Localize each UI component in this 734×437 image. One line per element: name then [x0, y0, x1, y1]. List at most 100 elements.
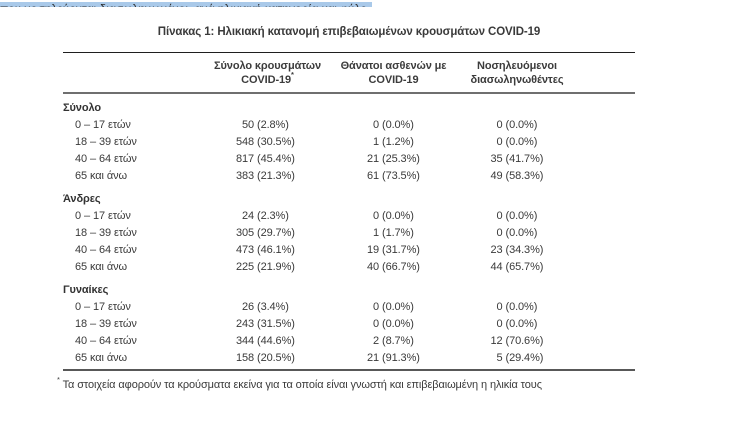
- count-value: 24: [241, 210, 254, 222]
- percent-value: (20.5%): [257, 352, 295, 364]
- percent-value: (0.0%): [505, 136, 538, 148]
- deaths-cell: 21 (25.3%): [350, 151, 437, 168]
- count-value: 0: [496, 301, 503, 313]
- count-value: 49: [490, 170, 503, 182]
- count-value: 61: [366, 170, 379, 182]
- table-row: 65 και άνω 383 (21.3%) 61 (73.5%) 49 (58.3%): [63, 168, 635, 185]
- age-group-label: 65 και άνω: [75, 352, 127, 364]
- intubated-cell: 0 (0.0%): [437, 117, 597, 134]
- deaths-cell: 40 (66.7%): [350, 259, 437, 276]
- section-label: Γυναίκες: [63, 284, 109, 296]
- intubated-cell: 49 (58.3%): [437, 168, 597, 185]
- count-value: 0: [496, 136, 503, 148]
- percent-value: (58.3%): [505, 170, 544, 182]
- table-footnote: * Τα στοιχεία αφορούν τα κρούσματα εκείν…: [57, 371, 635, 391]
- selected-text: που νοσηλεύονται διασωληνωμένοι, ανά ηλι…: [0, 2, 373, 7]
- count-value: 23: [490, 244, 503, 256]
- cases-cell: 473 (46.1%): [185, 242, 350, 259]
- footnote-text: Τα στοιχεία αφορούν τα κρούσματα εκείνα …: [62, 379, 542, 391]
- count-value: 0: [496, 119, 503, 131]
- count-value: 5: [496, 352, 503, 364]
- table-row: 18 – 39 ετών 548 (30.5%) 1 (1.2%) 0 (0.0%): [63, 134, 635, 151]
- age-group-label: 65 και άνω: [75, 170, 127, 182]
- percent-value: (0.0%): [382, 210, 414, 222]
- table-row: 40 – 64 ετών 344 (44.6%) 2 (8.7%) 12 (70.6%): [63, 333, 635, 350]
- percent-value: (46.1%): [257, 244, 295, 256]
- intubated-cell: 0 (0.0%): [437, 208, 597, 225]
- percent-value: (31.5%): [257, 318, 295, 330]
- selected-text-fragment: που νοσηλεύονται διασωληνωμένοι, ανά ηλι…: [0, 0, 734, 7]
- covid-age-distribution-table: Σύνολο κρουσμάτων COVID-19* Θάνατοι ασθε…: [57, 52, 635, 391]
- column-header-total-cases: Σύνολο κρουσμάτων COVID-19*: [214, 60, 321, 86]
- cases-cell: 158 (20.5%): [185, 350, 350, 367]
- footnote-marker: *: [57, 375, 60, 384]
- deaths-cell: 0 (0.0%): [350, 117, 437, 134]
- table-row: 65 και άνω 225 (21.9%) 40 (66.7%) 44 (65.7%): [63, 259, 635, 276]
- age-group-label: 40 – 64 ετών: [75, 335, 137, 347]
- deaths-cell: 21 (91.3%): [350, 350, 437, 367]
- intubated-cell: 0 (0.0%): [437, 225, 597, 242]
- intubated-cell: 0 (0.0%): [437, 316, 597, 333]
- count-value: 19: [366, 244, 379, 256]
- column-header-deaths: Θάνατοι ασθενών με COVID-19: [340, 60, 447, 86]
- count-value: 35: [490, 153, 503, 165]
- count-value: 44: [490, 261, 503, 273]
- deaths-cell: 61 (73.5%): [350, 168, 437, 185]
- column-header-intubated: Νοσηλευόμενοι διασωληνωθέντες: [470, 60, 564, 86]
- percent-value: (45.4%): [257, 153, 295, 165]
- age-group-label: 0 – 17 ετών: [75, 301, 131, 313]
- age-group-label: 40 – 64 ετών: [75, 153, 137, 165]
- table-row: 0 – 17 ετών 50 (2.8%) 0 (0.0%) 0 (0.0%): [63, 117, 635, 134]
- table-body: Σύνολο 0 – 17 ετών 50 (2.8%) 0 (0.0%) 0 (0.0%) 1…: [63, 94, 635, 367]
- header-empty-cell: [63, 59, 185, 87]
- percent-value: (0.0%): [505, 227, 538, 239]
- count-value: 50: [241, 119, 254, 131]
- table-row: 0 – 17 ετών 26 (3.4%) 0 (0.0%) 0 (0.0%): [63, 299, 635, 316]
- count-value: 0: [496, 210, 503, 222]
- count-value: 817: [235, 153, 254, 165]
- intubated-cell: 0 (0.0%): [437, 134, 597, 151]
- cases-cell: 24 (2.3%): [185, 208, 350, 225]
- age-group-label: 18 – 39 ετών: [75, 227, 137, 239]
- percent-value: (34.3%): [505, 244, 544, 256]
- cases-cell: 344 (44.6%): [185, 333, 350, 350]
- table-row: 18 – 39 ετών 243 (31.5%) 0 (0.0%) 0 (0.0%): [63, 316, 635, 333]
- footnote-marker-icon: *: [291, 70, 294, 79]
- percent-value: (1.2%): [382, 136, 414, 148]
- count-value: 548: [235, 136, 254, 148]
- percent-value: (31.7%): [382, 244, 420, 256]
- intubated-cell: 23 (34.3%): [437, 242, 597, 259]
- table-title: Πίνακας 1: Ηλικιακή κατανομή επιβεβαιωμέ…: [157, 26, 541, 38]
- count-value: 305: [235, 227, 254, 239]
- count-value: 0: [496, 227, 503, 239]
- count-value: 2: [372, 335, 379, 347]
- deaths-cell: 1 (1.2%): [350, 134, 437, 151]
- percent-value: (0.0%): [505, 210, 538, 222]
- intubated-cell: 5 (29.4%): [437, 350, 597, 367]
- intubated-cell: 12 (70.6%): [437, 333, 597, 350]
- cases-cell: 817 (45.4%): [185, 151, 350, 168]
- percent-value: (73.5%): [382, 170, 420, 182]
- percent-value: (0.0%): [382, 301, 414, 313]
- deaths-cell: 0 (0.0%): [350, 316, 437, 333]
- count-value: 473: [235, 244, 254, 256]
- count-value: 12: [490, 335, 503, 347]
- count-value: 0: [372, 301, 379, 313]
- deaths-cell: 0 (0.0%): [350, 208, 437, 225]
- count-value: 243: [235, 318, 254, 330]
- age-group-label: 65 και άνω: [75, 261, 127, 273]
- deaths-cell: 19 (31.7%): [350, 242, 437, 259]
- table-row: 40 – 64 ετών 473 (46.1%) 19 (31.7%) 23 (34.3%): [63, 242, 635, 259]
- age-group-label: 40 – 64 ετών: [75, 244, 137, 256]
- count-value: 158: [235, 352, 254, 364]
- count-value: 0: [372, 119, 379, 131]
- percent-value: (25.3%): [382, 153, 420, 165]
- percent-value: (3.4%): [257, 301, 289, 313]
- count-value: 383: [235, 170, 254, 182]
- deaths-cell: 0 (0.0%): [350, 299, 437, 316]
- percent-value: (8.7%): [382, 335, 414, 347]
- table-bottom-rule: [63, 369, 635, 371]
- percent-value: (30.5%): [257, 136, 295, 148]
- percent-value: (0.0%): [505, 318, 538, 330]
- percent-value: (29.4%): [505, 352, 544, 364]
